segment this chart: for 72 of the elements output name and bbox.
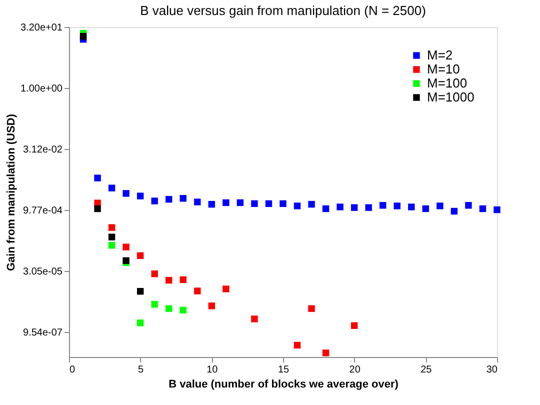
point: [251, 316, 258, 322]
point: [136, 320, 144, 326]
x-tick-label: 30: [486, 364, 498, 376]
point: [194, 288, 201, 294]
y-tick-label: 9.54e-07: [23, 327, 63, 338]
chart-title: B value versus gain from manipulation (N = 2500): [140, 3, 426, 18]
point: [194, 198, 201, 206]
point: [251, 200, 258, 207]
point: [108, 224, 116, 231]
point: [166, 305, 172, 312]
point: [108, 184, 116, 192]
point: [450, 208, 458, 215]
x-tick-label: 20: [349, 364, 361, 376]
point: [408, 204, 415, 210]
point: [294, 342, 301, 349]
y-tick-label: 3.20e+01: [20, 22, 63, 34]
point: [394, 202, 400, 210]
y-tick-label: 3.05e-05: [23, 266, 63, 278]
legend-label: M=1000: [427, 90, 474, 104]
point: [122, 190, 130, 197]
point: [494, 206, 500, 214]
legend-label: M=2: [427, 48, 453, 62]
legend-label: M=100: [427, 76, 468, 90]
y-axis-title: Gain from manipulation (USD): [6, 114, 18, 272]
point: [436, 202, 444, 210]
x-tick-label: 15: [278, 364, 290, 376]
point: [151, 270, 158, 278]
x-axis-title: B value (number of blocks we average over): [168, 378, 399, 390]
x-tick-label: 5: [138, 364, 144, 376]
point: [422, 205, 430, 212]
point: [180, 306, 186, 314]
point: [280, 200, 286, 207]
point: [166, 196, 172, 203]
x-tick-label: 0: [70, 364, 76, 376]
point: [479, 205, 486, 212]
point: [180, 195, 186, 202]
legend-label: M=10: [427, 62, 460, 76]
point: [136, 252, 144, 259]
y-tick-label: 9.77e-04: [23, 205, 63, 216]
point: [308, 305, 315, 312]
point: [166, 276, 172, 284]
point: [136, 288, 144, 295]
point: [151, 198, 158, 204]
point: [265, 200, 272, 207]
point: [122, 244, 130, 250]
point: [151, 300, 158, 308]
point: [108, 234, 116, 240]
point: [222, 199, 230, 206]
point: [222, 286, 230, 292]
point: [350, 204, 358, 211]
point: [308, 200, 315, 208]
point: [136, 192, 144, 200]
point: [322, 350, 330, 356]
point: [350, 322, 358, 329]
x-tick-label: 10: [206, 364, 218, 376]
point: [208, 200, 216, 208]
point: [380, 202, 386, 209]
y-tick-label: 1.00e+00: [20, 83, 63, 94]
point: [465, 202, 472, 209]
point: [236, 199, 244, 206]
point: [94, 174, 101, 182]
point: [365, 204, 372, 211]
point: [294, 202, 301, 210]
point: [108, 242, 116, 249]
point: [94, 205, 101, 212]
point: [208, 302, 216, 310]
x-tick-label: 25: [420, 364, 432, 376]
point: [80, 32, 87, 40]
y-tick-label: 3.12e-02: [23, 144, 63, 156]
point: [336, 204, 344, 210]
point: [180, 276, 186, 284]
point: [322, 205, 330, 212]
